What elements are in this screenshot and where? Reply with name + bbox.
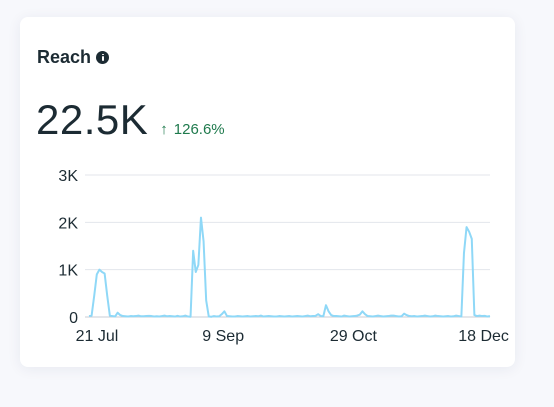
x-tick-label: 18 Dec <box>458 328 509 345</box>
reach-card <box>20 17 515 367</box>
x-tick-label: 21 Jul <box>76 328 119 345</box>
arrow-up-icon: ↑ <box>160 121 168 138</box>
info-icon[interactable] <box>96 51 110 64</box>
y-tick-label: 1K <box>58 263 78 280</box>
x-tick-label: 9 Sep <box>202 328 244 345</box>
metric-row: 22.5K ↑ 126.6% <box>36 96 225 144</box>
x-tick-label: 29 Oct <box>330 328 378 345</box>
reach-value: 22.5K <box>36 96 149 143</box>
card-title: Reach <box>37 47 92 67</box>
change-indicator: ↑ 126.6% <box>160 121 224 138</box>
y-tick-label: 2K <box>58 215 78 232</box>
change-percent: 126.6% <box>173 121 225 138</box>
card-header: Reach <box>37 47 110 68</box>
reach-series-line <box>88 216 491 318</box>
y-tick-label: 0 <box>69 310 78 327</box>
y-tick-label: 3K <box>58 168 78 185</box>
